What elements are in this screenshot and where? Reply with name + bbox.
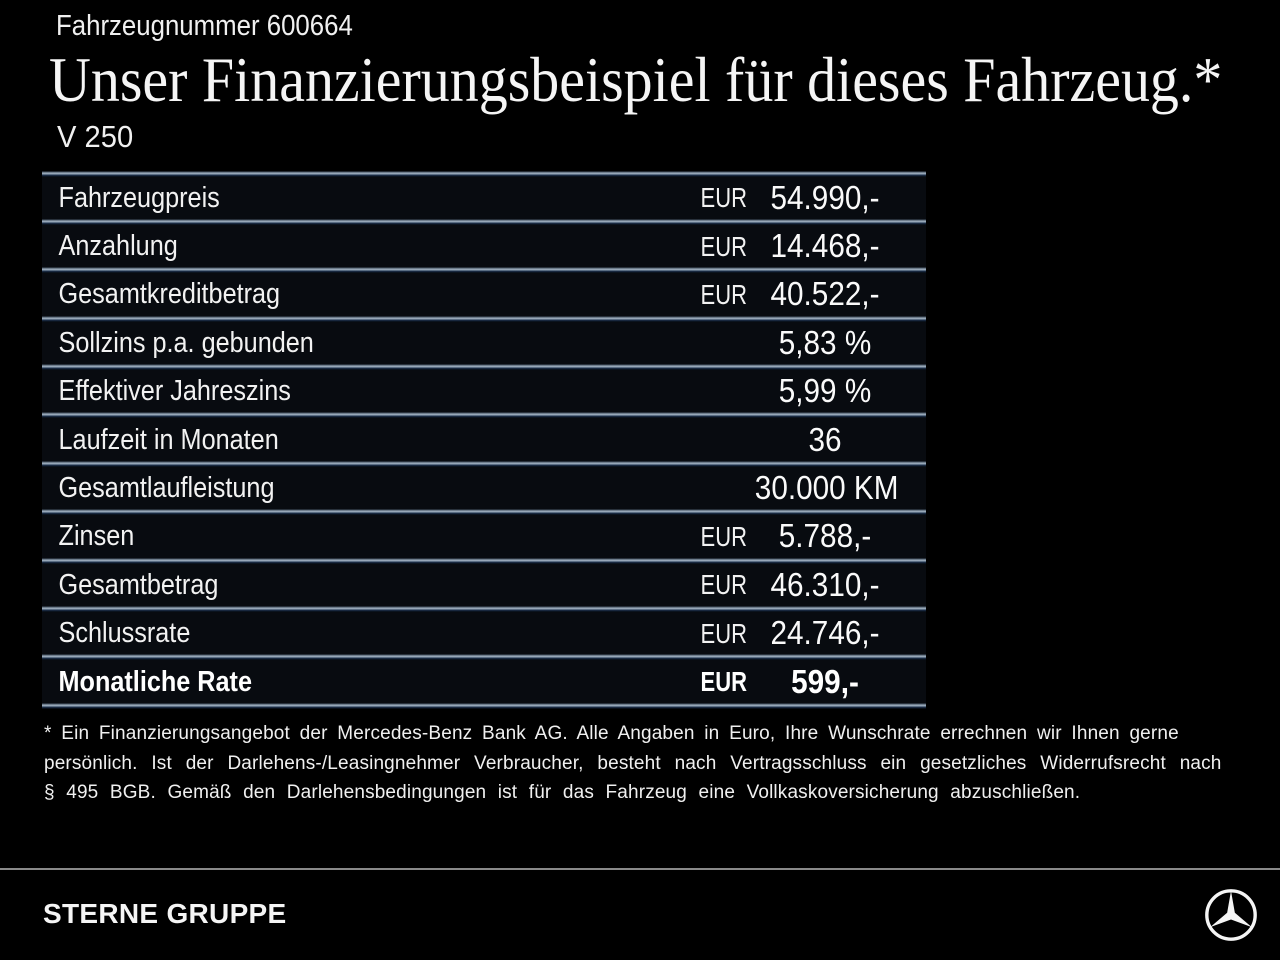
table-row: Sollzins p.a. gebunden 5,83 %	[42, 318, 926, 368]
table-row-separator	[42, 509, 926, 516]
row-label: Laufzeit in Monaten	[58, 423, 279, 456]
table-row: Fahrzeugpreis EUR 54.990,-	[42, 173, 926, 222]
footer-separator	[0, 868, 1280, 871]
row-label: Gesamtlaufleistung	[58, 472, 275, 505]
row-value: 24.746,-	[770, 614, 880, 652]
row-value: 54.990,-	[770, 178, 880, 216]
footnote-line: persönlich. Ist der Darlehens-/Leasingne…	[44, 752, 1222, 774]
row-label: Schlussrate	[58, 617, 191, 650]
row-label: Gesamtkreditbetrag	[58, 278, 281, 311]
table-row-separator	[42, 557, 926, 564]
row-value: 14.468,-	[770, 227, 880, 265]
row-value: 5.788,-	[778, 517, 872, 555]
table-row-separator	[42, 218, 926, 225]
table-row: Zinsen EUR 5.788,-	[42, 512, 926, 561]
row-label: Fahrzeugpreis	[58, 181, 220, 214]
table-row: Laufzeit in Monaten 36	[42, 415, 926, 464]
row-label: Zinsen	[58, 520, 135, 553]
table-row: Monatliche Rate EUR 599,-	[42, 657, 926, 706]
vehicle-number: Fahrzeugnummer 600664	[56, 9, 353, 42]
table-row-separator	[42, 412, 926, 419]
table-row: Schlussrate EUR 24.746,-	[42, 609, 926, 658]
row-currency: EUR	[700, 666, 747, 698]
table-row: Gesamtkreditbetrag EUR 40.522,-	[42, 270, 926, 319]
row-label: Anzahlung	[58, 230, 178, 263]
row-label: Effektiver Jahreszins	[58, 375, 291, 408]
table-row: Anzahlung EUR 14.468,-	[42, 221, 926, 271]
dealer-name: STERNE GRUPPE	[43, 897, 287, 929]
mercedes-star-icon	[1205, 889, 1257, 941]
table-row-separator	[42, 460, 926, 467]
row-value: 5,83 %	[778, 323, 872, 361]
table-row-separator	[42, 702, 926, 709]
row-value: 599,-	[791, 662, 859, 700]
row-label: Monatliche Rate	[58, 665, 252, 698]
row-value: 30.000 KM	[754, 469, 899, 507]
row-value: 5,99 %	[778, 372, 872, 410]
table-row-separator	[42, 170, 926, 177]
row-value: 36	[808, 420, 842, 458]
model-name: V 250	[57, 119, 134, 154]
row-currency: EUR	[700, 569, 747, 601]
page-title: Unser Finanzierungsbeispiel für dieses F…	[49, 45, 1223, 115]
row-currency: EUR	[700, 617, 747, 649]
table-row-separator	[42, 267, 926, 274]
table-row-separator	[42, 606, 926, 613]
footnote-line: * Ein Finanzierungsangebot der Mercedes-…	[44, 723, 1179, 744]
row-currency: EUR	[700, 182, 747, 214]
row-currency: EUR	[700, 520, 747, 552]
footnote-line: § 495 BGB. Gemäß den Darlehensbedingunge…	[44, 782, 1081, 803]
row-currency: EUR	[700, 278, 747, 310]
finance-table: Fahrzeugpreis EUR 54.990,- Anzahlung EUR…	[42, 170, 926, 709]
row-label: Gesamtbetrag	[58, 568, 219, 601]
footnote: * Ein Finanzierungsangebot der Mercedes-…	[44, 719, 1234, 808]
row-value: 46.310,-	[770, 565, 880, 603]
row-value: 40.522,-	[770, 275, 880, 313]
table-row-separator	[42, 315, 926, 322]
row-label: Sollzins p.a. gebunden	[58, 326, 314, 359]
row-currency: EUR	[700, 230, 747, 262]
table-row: Effektiver Jahreszins 5,99 %	[42, 367, 926, 416]
table-row: Gesamtlaufleistung 30.000 KM	[42, 463, 926, 513]
table-row-separator	[42, 654, 926, 661]
table-row: Gesamtbetrag EUR 46.310,-	[42, 560, 926, 610]
table-row-separator	[42, 364, 926, 371]
